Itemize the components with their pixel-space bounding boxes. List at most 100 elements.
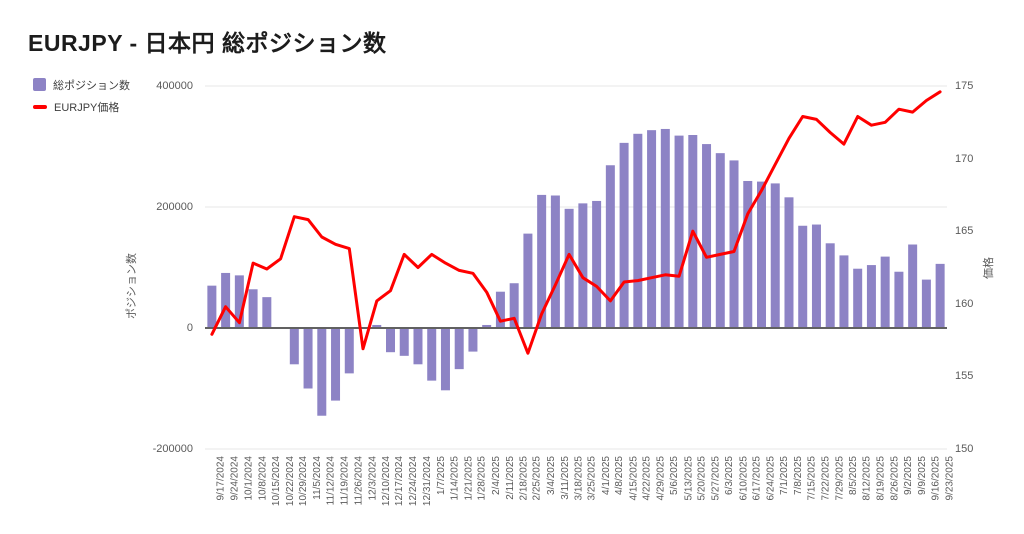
x-axis-tick-label: 4/29/2025 xyxy=(655,456,667,501)
bar xyxy=(386,328,395,353)
x-axis-tick-label: 5/20/2025 xyxy=(696,456,708,501)
legend-label-positions: 総ポジション数 xyxy=(53,79,130,92)
bar xyxy=(564,208,574,328)
x-axis-tick-label: 11/12/2024 xyxy=(325,456,337,506)
bar xyxy=(798,225,808,328)
bar xyxy=(495,291,505,328)
x-axis-tick-label: 3/4/2025 xyxy=(545,456,557,495)
x-axis-tick-label: 5/13/2025 xyxy=(683,456,695,501)
x-axis-tick-label: 2/18/2025 xyxy=(518,456,530,501)
right-axis-tick-label: 160 xyxy=(955,297,974,310)
bar xyxy=(770,183,780,328)
x-axis-tick-label: 6/24/2025 xyxy=(765,456,777,501)
x-axis-tick-label: 3/11/2025 xyxy=(559,456,571,500)
legend: 総ポジション数 EURJPY価格 xyxy=(33,77,130,121)
bar xyxy=(825,243,835,328)
x-axis-tick-label: 8/19/2025 xyxy=(875,456,887,501)
x-axis-tick-label: 11/19/2024 xyxy=(339,456,351,506)
bar xyxy=(262,297,272,328)
x-axis-tick-label: 3/18/2025 xyxy=(573,456,585,501)
x-axis-tick-label: 1/21/2025 xyxy=(463,456,475,501)
x-axis-tick-label: 4/22/2025 xyxy=(641,456,653,501)
bar xyxy=(894,271,904,328)
bar xyxy=(866,265,876,328)
x-axis-tick-label: 8/12/2025 xyxy=(861,456,873,501)
x-axis-tick-label: 11/26/2024 xyxy=(353,456,365,506)
bar xyxy=(921,279,931,328)
x-axis-tick-label: 10/1/2024 xyxy=(243,456,255,501)
x-axis-tick-label: 2/25/2025 xyxy=(531,456,543,501)
chart-title: EURJPY - 日本円 総ポジション数 xyxy=(28,30,387,56)
x-axis-tick-label: 4/15/2025 xyxy=(628,456,640,501)
legend-label-price: EURJPY価格 xyxy=(54,101,120,114)
bar xyxy=(399,328,409,356)
x-axis-tick-label: 12/3/2024 xyxy=(367,456,379,501)
bar xyxy=(633,133,643,328)
left-axis-tick-label: 0 xyxy=(186,322,193,334)
bar xyxy=(454,328,464,370)
x-axis-tick-label: 9/23/2025 xyxy=(944,456,956,501)
x-axis-tick-label: 7/1/2025 xyxy=(779,456,791,495)
x-axis-tick-label: 12/10/2024 xyxy=(380,456,392,507)
bar xyxy=(715,153,725,328)
x-axis-tick-label: 10/29/2024 xyxy=(298,456,310,507)
bar xyxy=(344,328,354,374)
bar xyxy=(592,200,602,328)
bar xyxy=(289,328,299,365)
x-axis-tick-label: 9/2/2025 xyxy=(902,456,914,495)
x-axis-tick-label: 10/8/2024 xyxy=(257,456,269,501)
bar xyxy=(372,324,382,328)
legend-item-price[interactable]: EURJPY価格 xyxy=(33,99,130,114)
x-axis-tick-label: 12/24/2024 xyxy=(408,456,420,507)
bar xyxy=(413,328,423,365)
x-axis-tick-label: 12/31/2024 xyxy=(421,456,433,507)
bar xyxy=(234,275,244,328)
x-axis-tick-label: 9/17/2024 xyxy=(215,456,227,501)
bar xyxy=(317,328,327,416)
bar xyxy=(743,180,753,328)
x-axis-tick-label: 7/29/2025 xyxy=(834,456,846,501)
x-axis-tick-label: 6/10/2025 xyxy=(738,456,750,501)
x-axis-tick-label: 9/16/2025 xyxy=(930,456,942,501)
x-axis-tick-label: 10/22/2024 xyxy=(284,456,296,507)
bar xyxy=(605,165,615,328)
bar xyxy=(427,328,437,381)
bar xyxy=(619,142,629,328)
x-axis-tick-label: 4/8/2025 xyxy=(614,456,626,495)
line-series-swatch-icon xyxy=(33,104,47,109)
x-axis-tick-label: 6/17/2025 xyxy=(751,456,763,501)
bar xyxy=(935,263,945,328)
bar xyxy=(221,272,231,328)
bar xyxy=(674,135,684,328)
x-axis-tick-label: 7/22/2025 xyxy=(820,456,832,501)
bar xyxy=(853,268,863,328)
x-axis-tick-label: 10/15/2024 xyxy=(270,456,282,507)
x-axis-tick-label: 2/11/2025 xyxy=(504,456,516,500)
x-axis-tick-label: 9/24/2024 xyxy=(229,456,241,501)
x-axis-tick-label: 3/25/2025 xyxy=(586,456,598,501)
x-axis-tick-label: 6/3/2025 xyxy=(724,456,736,495)
bar xyxy=(468,328,478,352)
bar xyxy=(331,328,341,401)
bar-series-swatch-icon xyxy=(33,78,46,91)
x-axis-tick-label: 12/17/2024 xyxy=(394,456,406,507)
bar xyxy=(647,130,657,328)
bar xyxy=(303,328,313,389)
bar xyxy=(248,289,258,328)
legend-item-positions[interactable]: 総ポジション数 xyxy=(33,77,130,92)
x-axis-tick-label: 1/7/2025 xyxy=(435,456,447,495)
x-axis-tick-label: 8/5/2025 xyxy=(847,456,859,495)
bar xyxy=(523,233,533,328)
x-axis-tick-label: 9/9/2025 xyxy=(916,456,928,495)
right-axis-tick-label: 155 xyxy=(955,370,974,383)
right-axis-tick-label: 150 xyxy=(955,443,974,455)
bar xyxy=(537,194,547,328)
bar xyxy=(482,324,492,328)
right-axis-tick-label: 165 xyxy=(955,225,974,238)
x-axis-tick-label: 11/5/2024 xyxy=(312,456,324,500)
bar xyxy=(550,195,560,328)
x-axis-tick-label: 8/26/2025 xyxy=(889,456,901,501)
bar xyxy=(660,128,670,328)
bar xyxy=(784,197,794,328)
bar xyxy=(207,285,217,328)
